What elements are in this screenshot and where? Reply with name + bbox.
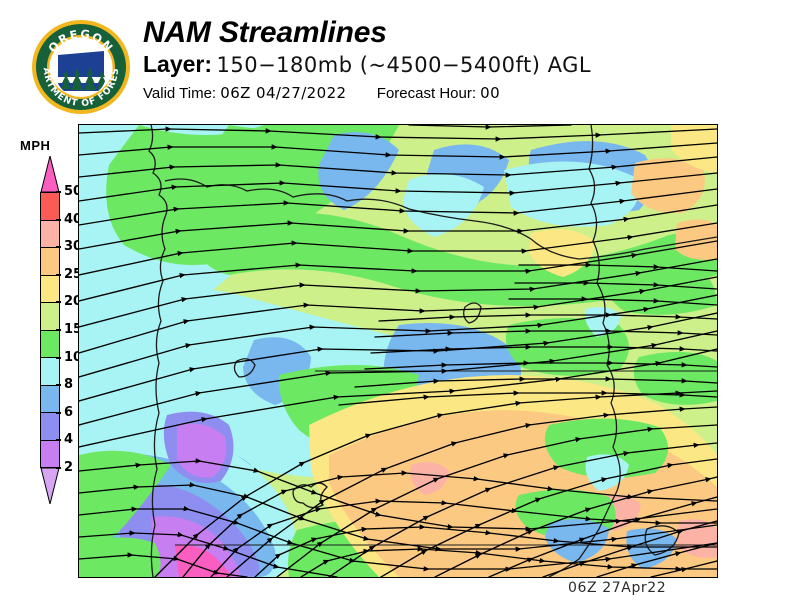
time-line: Valid Time: 06Z 04/27/2022 Forecast Hour… [143, 84, 591, 103]
forecast-hour-value: 00 [480, 84, 501, 102]
map-timestamp: 06Z 27Apr22 [568, 580, 667, 596]
forecast-hour-label: Forecast Hour: [376, 85, 476, 102]
colorbar-tick-15: 15 [55, 323, 82, 337]
layer-value: 150−180mb (~4500−5400ft) AGL [216, 53, 592, 77]
colorbar-band-8-10 [41, 357, 59, 385]
colorbar-band-25-30 [41, 247, 59, 275]
colorbar-tick-labels: 50 40 30 25 20 15 10 8 6 4 2 [55, 156, 94, 508]
colorbar-tick-30: 30 [55, 240, 82, 254]
header: OREGON DEPARTMENT OF FORESTRY NAM Stream… [0, 0, 800, 120]
colorbar-band-4-6 [41, 412, 59, 440]
colorbar-tick-8: 8 [55, 378, 73, 392]
colorbar-tick-25: 25 [55, 267, 82, 282]
colorbar-band-30-40 [41, 219, 59, 247]
page-title: NAM Streamlines [143, 16, 387, 49]
colorbar-tick-50: 50 [55, 185, 82, 199]
valid-time-value: 06Z 04/27/2022 [220, 84, 347, 102]
colorbar: 50 40 30 25 20 15 10 8 6 4 2 [28, 156, 82, 508]
colorbar-bottom-cap [40, 467, 60, 504]
colorbar-band-6-8 [41, 384, 59, 412]
colorbar-tick-2: 2 [55, 461, 73, 475]
colorbar-tick-40: 40 [55, 212, 82, 227]
colorbar-tick-4: 4 [55, 433, 73, 447]
valid-time-label: Valid Time: [143, 85, 217, 102]
colorbar-band-15-20 [41, 302, 59, 330]
streamline-map[interactable] [78, 124, 718, 578]
layer-line: Layer: 150−180mb (~4500−5400ft) AGL [143, 52, 591, 80]
colorbar-tick-20: 20 [55, 295, 82, 309]
oregon-department-of-forestry-seal: OREGON DEPARTMENT OF FORESTRY [23, 9, 134, 117]
colorbar-band-40-50 [41, 193, 59, 220]
colorbar-band-2-4 [41, 439, 59, 467]
colorbar-band-20-25 [41, 274, 59, 302]
legend-unit-label: MPH [20, 138, 51, 153]
title-block: NAM Streamlines Layer: 150−180mb (~4500−… [143, 16, 591, 103]
colorbar-tick-6: 6 [55, 405, 73, 420]
colorbar-band-10-15 [41, 329, 59, 357]
colorbar-top-cap [40, 156, 60, 193]
colorbar-tick-10: 10 [55, 350, 82, 365]
layer-label: Layer: [143, 51, 213, 77]
wind-speed-colorbar-legend: MPH 50 40 30 25 20 15 10 8 6 4 2 [12, 138, 82, 510]
streamlines [79, 125, 717, 577]
map-canvas [79, 125, 717, 577]
